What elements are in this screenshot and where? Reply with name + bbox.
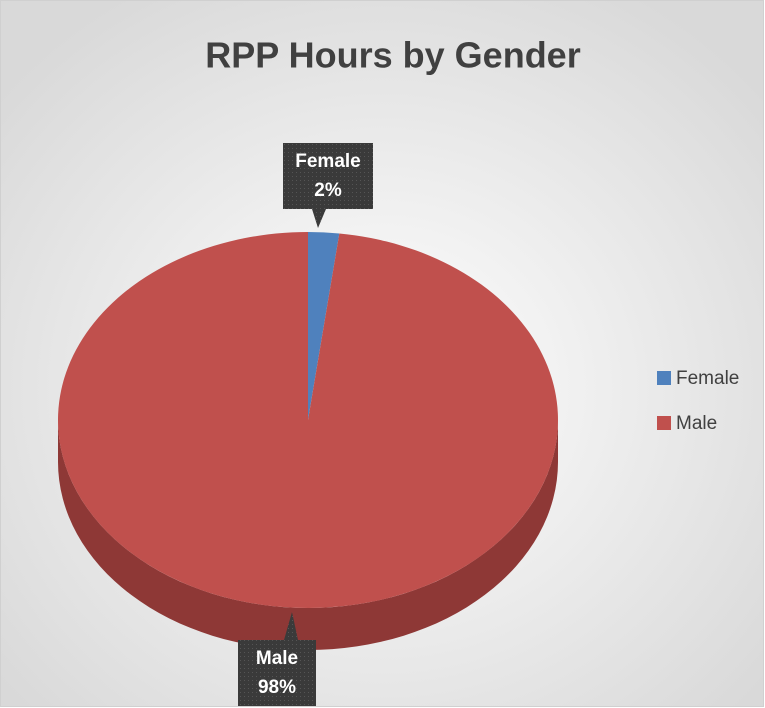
label-box bbox=[238, 612, 316, 706]
chart-title: RPP Hours by Gender bbox=[205, 35, 580, 76]
data-label: Female 2% bbox=[283, 143, 373, 228]
legend-swatch bbox=[657, 416, 671, 430]
label-box bbox=[283, 143, 373, 228]
legend-label: Male bbox=[676, 413, 717, 434]
label-value: 2% bbox=[314, 180, 342, 201]
pie-slice bbox=[57, 232, 559, 608]
label-category: Male bbox=[256, 648, 298, 669]
data-label: Male 98% bbox=[238, 612, 316, 706]
label-category: Female bbox=[295, 151, 360, 172]
label-value: 98% bbox=[258, 677, 296, 698]
legend-label: Female bbox=[676, 368, 739, 389]
pie-side bbox=[58, 420, 558, 650]
legend-swatch bbox=[657, 371, 671, 385]
pie-slice bbox=[308, 232, 340, 420]
